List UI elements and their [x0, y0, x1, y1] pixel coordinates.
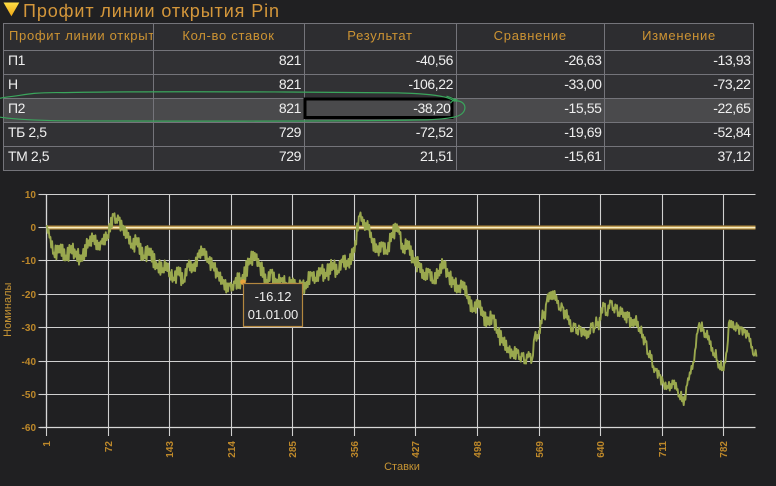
svg-text:782: 782 — [719, 441, 730, 458]
svg-text:-40: -40 — [22, 357, 37, 368]
svg-text:-20: -20 — [22, 290, 37, 301]
svg-text:214: 214 — [227, 441, 238, 458]
svg-text:569: 569 — [535, 441, 546, 458]
svg-text:640: 640 — [596, 441, 607, 458]
svg-text:-60: -60 — [22, 423, 37, 434]
svg-text:Ставки: Ставки — [384, 461, 420, 473]
svg-text:1: 1 — [42, 441, 53, 447]
svg-text:72: 72 — [104, 441, 115, 453]
svg-text:356: 356 — [350, 441, 361, 458]
svg-text:10: 10 — [25, 190, 37, 201]
svg-text:-16.12: -16.12 — [255, 289, 292, 304]
svg-text:285: 285 — [288, 441, 299, 458]
svg-text:143: 143 — [165, 441, 176, 458]
svg-text:0: 0 — [30, 223, 36, 234]
svg-text:-30: -30 — [22, 323, 37, 334]
svg-text:498: 498 — [473, 441, 484, 458]
svg-text:01.01.00: 01.01.00 — [248, 307, 299, 322]
svg-text:-10: -10 — [22, 256, 37, 267]
svg-text:Номиналы: Номиналы — [2, 282, 14, 336]
svg-text:427: 427 — [411, 441, 422, 458]
svg-text:-50: -50 — [22, 390, 37, 401]
svg-text:711: 711 — [658, 441, 669, 458]
